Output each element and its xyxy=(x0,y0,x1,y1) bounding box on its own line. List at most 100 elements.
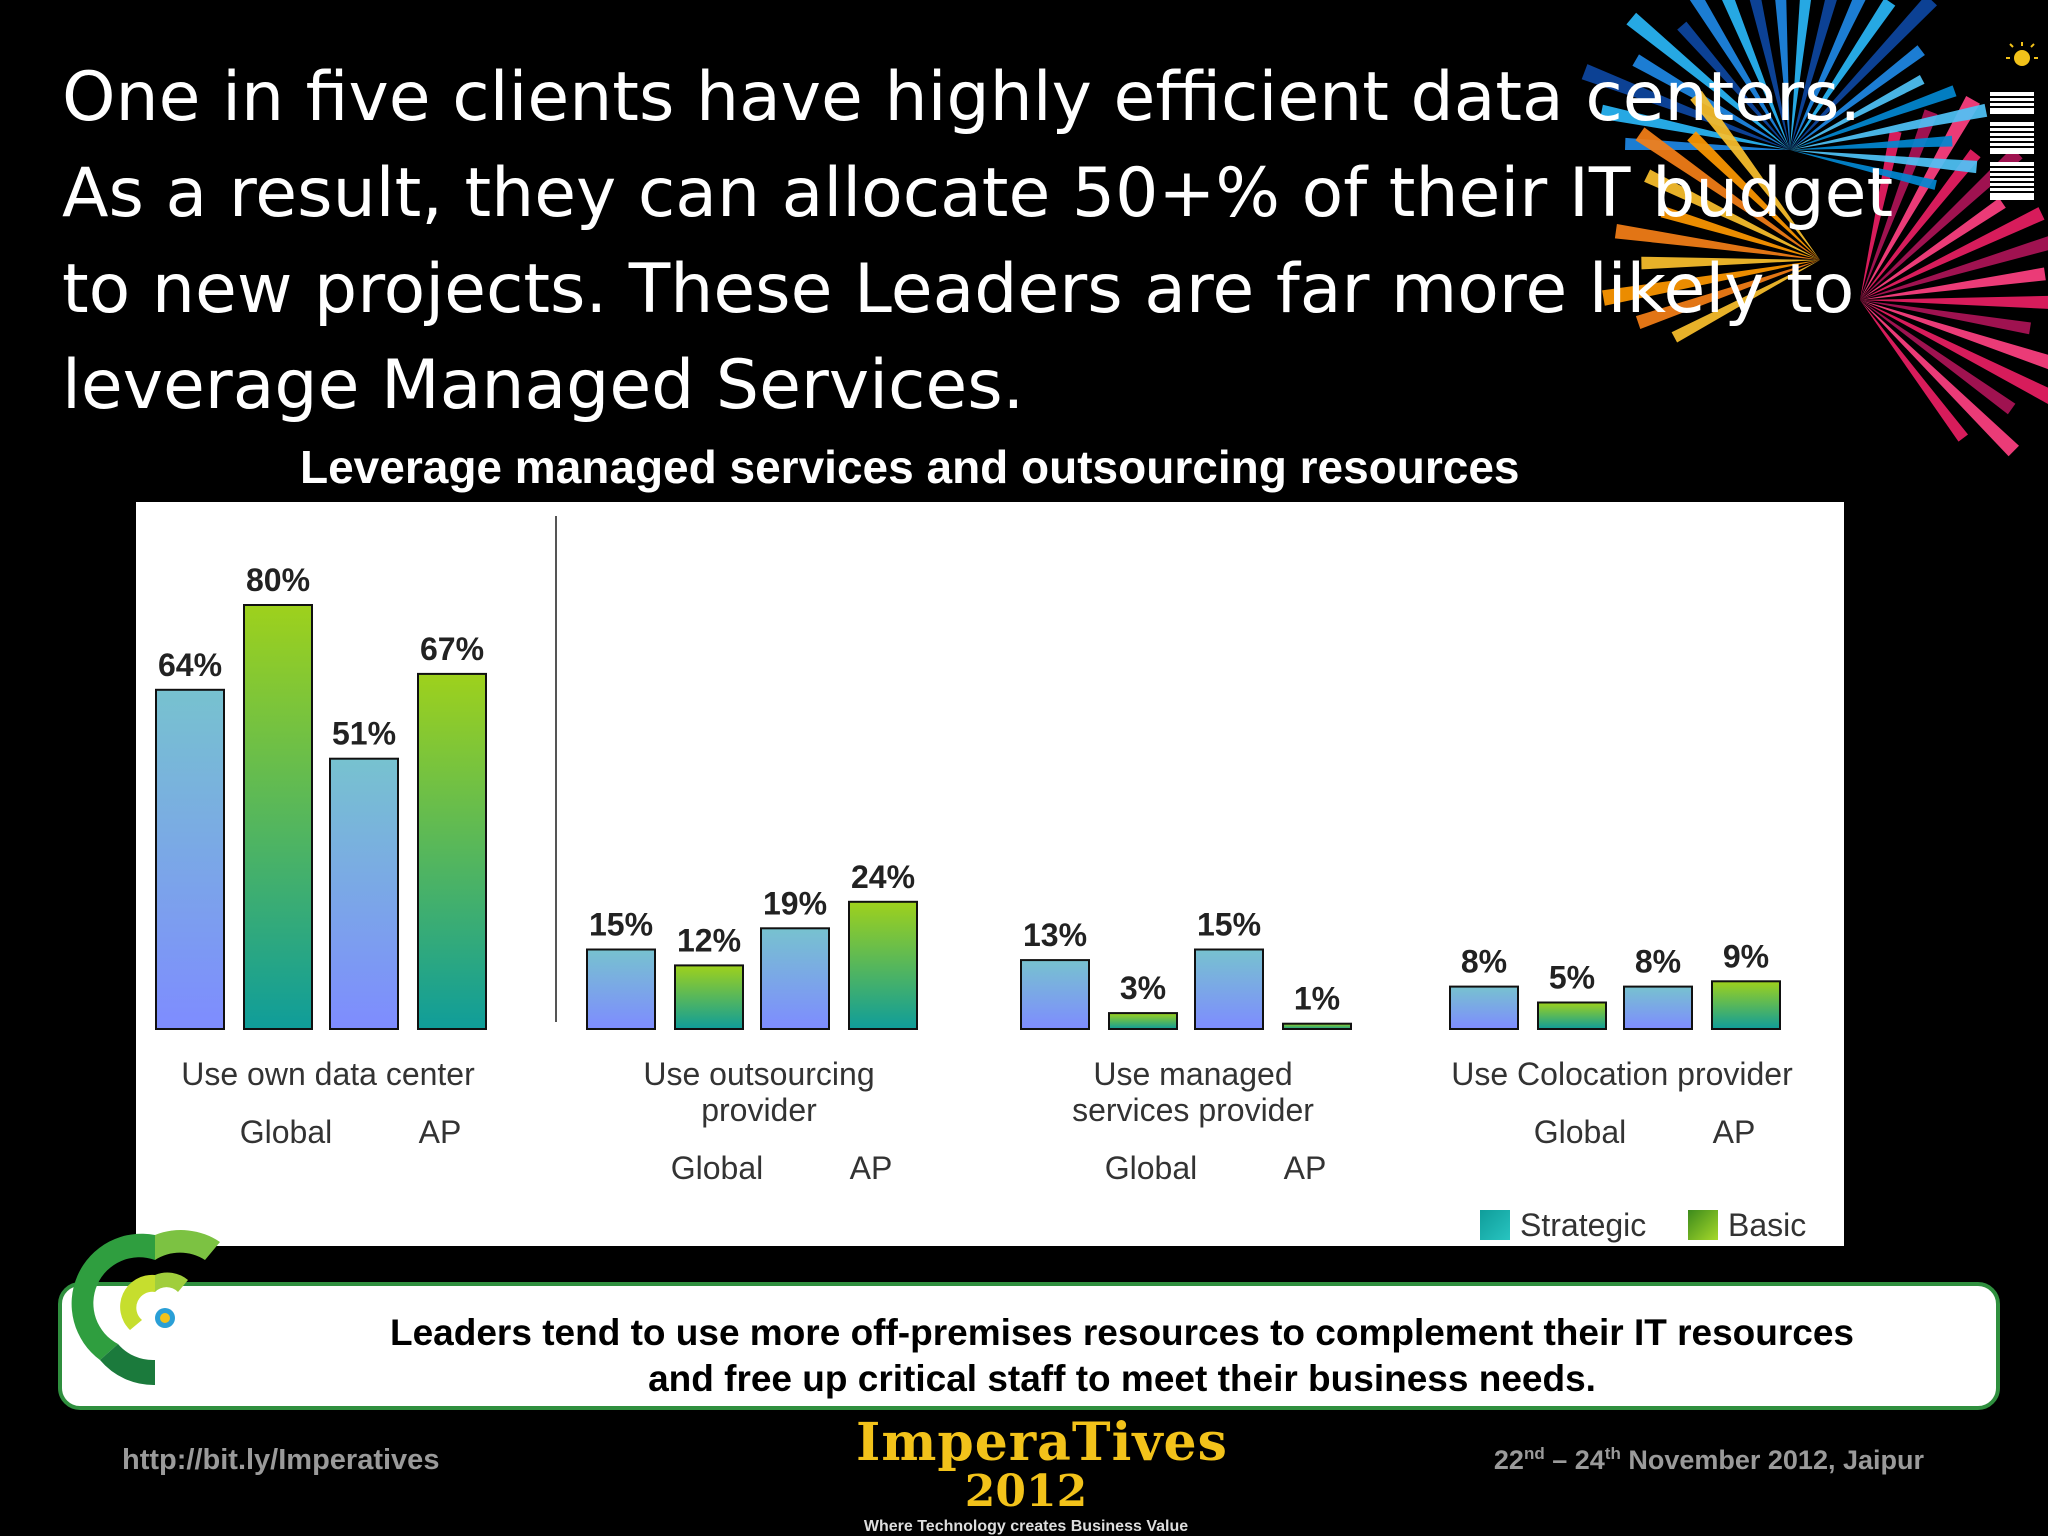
starburst-ray-39 xyxy=(1860,300,2016,415)
region-label: AP xyxy=(850,1150,893,1186)
starburst-ray-29 xyxy=(1860,149,1981,300)
ibm-logo-icon xyxy=(1990,42,2038,200)
footer-date: 22nd – 24th November 2012, Jaipur xyxy=(1494,1444,1924,1476)
starburst-ray-22 xyxy=(1644,169,1820,260)
category-label: Use managed xyxy=(1093,1056,1292,1092)
starburst-ray-19 xyxy=(1641,256,1820,270)
legend-swatch-strategic xyxy=(1480,1210,1510,1240)
date-suffix-2: th xyxy=(1604,1444,1621,1463)
starburst-ray-43 xyxy=(1790,85,1957,150)
starburst-ray-38 xyxy=(1860,300,2048,404)
starburst-ray-47 xyxy=(1790,150,1937,190)
date-suffix-1: nd xyxy=(1523,1444,1545,1463)
bar-basic-global xyxy=(1108,1012,1178,1031)
starburst-ray-2 xyxy=(1581,64,1790,150)
data-label: 67% xyxy=(420,631,484,667)
starburst-ray-7 xyxy=(1722,0,1790,150)
starburst-ray-4 xyxy=(1626,12,1790,151)
data-label: 15% xyxy=(1197,907,1261,943)
starburst-ray-42 xyxy=(1790,75,1925,150)
bar-strategic-ap xyxy=(760,927,830,1030)
starburst-ray-1 xyxy=(1600,104,1790,150)
data-label: 64% xyxy=(158,647,222,683)
data-label: 12% xyxy=(677,922,741,958)
concentric-arcs-icon xyxy=(71,1230,220,1386)
data-label: 13% xyxy=(1023,917,1087,953)
bar-strategic-ap xyxy=(329,757,399,1030)
data-label: 19% xyxy=(763,885,827,921)
starburst-ray-25 xyxy=(1690,90,1820,261)
starburst-ray-45 xyxy=(1790,135,1953,150)
data-label: 5% xyxy=(1549,960,1595,996)
bar-basic-ap xyxy=(848,900,918,1030)
data-label: 80% xyxy=(246,562,310,598)
callout-line-2: and free up critical staff to meet their… xyxy=(648,1358,1596,1399)
date-day-1: 22 xyxy=(1493,1445,1524,1475)
starburst-ray-13 xyxy=(1790,0,1896,150)
bar-basic-ap xyxy=(1282,1022,1352,1031)
starburst-ray-15 xyxy=(1790,45,1925,150)
region-label: Global xyxy=(240,1114,333,1150)
starburst-ray-21 xyxy=(1660,206,1820,260)
data-label: 3% xyxy=(1120,970,1166,1006)
brand-year: 2012 xyxy=(964,1466,1088,1517)
slide-headline: One in five clients have highly efficien… xyxy=(62,58,1894,425)
brand-tagline: Where Technology creates Business Value xyxy=(863,1518,1189,1535)
starburst-ray-37 xyxy=(1860,300,2048,370)
region-label: AP xyxy=(1284,1150,1327,1186)
footer-link[interactable]: http://bit.ly/Imperatives xyxy=(122,1444,440,1476)
starburst-ray-24 xyxy=(1687,131,1820,260)
bar-strategic-ap xyxy=(1623,985,1693,1031)
starburst-ray-10 xyxy=(1790,0,1812,150)
date-rest: November 2012, Jaipur xyxy=(1620,1445,1924,1475)
bar-chart: 64% 80% 51% 67% Use own data center Global AP 1… xyxy=(155,516,1806,1243)
chart-legend: Strategic Basic xyxy=(1480,1207,1806,1243)
bar-basic-global xyxy=(243,604,313,1030)
region-label: Global xyxy=(1534,1114,1627,1150)
starburst-ribbons-icon xyxy=(1581,0,2048,457)
legend-label-basic: Basic xyxy=(1728,1207,1806,1243)
bar-basic-global xyxy=(1537,1001,1607,1030)
starburst-ray-5 xyxy=(1677,21,1790,150)
chart-title: Leverage managed services and outsourcin… xyxy=(300,441,1520,493)
starburst-ray-9 xyxy=(1775,0,1790,150)
starburst-ray-28 xyxy=(1860,96,1980,300)
bar-strategic-global xyxy=(155,688,225,1031)
callout-line-1: Leaders tend to use more off-premises re… xyxy=(390,1312,1854,1353)
starburst-ray-32 xyxy=(1860,207,2045,300)
bar-group-1: 64% 80% 51% 67% Use own data center Global AP xyxy=(155,562,487,1150)
starburst-ray-14 xyxy=(1790,0,1937,150)
bar-basic-global xyxy=(674,964,744,1030)
data-label: 1% xyxy=(1294,981,1340,1017)
category-label: Use own data center xyxy=(181,1056,475,1092)
legend-label-strategic: Strategic xyxy=(1520,1207,1646,1243)
chart-panel: 64% 80% 51% 67% Use own data center Global AP 1… xyxy=(136,502,1844,1246)
starburst-ray-40 xyxy=(1860,300,2019,457)
bar-strategic-global xyxy=(586,948,656,1030)
region-label: Global xyxy=(671,1150,764,1186)
callout-box: Leaders tend to use more off-premises re… xyxy=(58,1282,2000,1410)
callout-text: Leaders tend to use more off-premises re… xyxy=(262,1310,1982,1402)
data-label: 8% xyxy=(1635,944,1681,980)
data-label: 9% xyxy=(1723,938,1769,974)
bar-strategic-global xyxy=(1020,959,1090,1031)
starburst-ray-17 xyxy=(1635,260,1820,329)
event-brand: ImperaTives 2012 Where Technology create… xyxy=(856,1412,1228,1536)
bar-basic-ap xyxy=(1711,980,1781,1030)
data-label: 24% xyxy=(851,859,915,895)
data-label: 51% xyxy=(332,716,396,752)
starburst-ray-30 xyxy=(1860,147,2023,300)
starburst-ray-46 xyxy=(1790,150,1978,174)
starburst-ray-36 xyxy=(1860,300,2031,335)
starburst-ray-20 xyxy=(1614,224,1820,260)
bar-basic-ap xyxy=(417,672,487,1030)
starburst-ray-18 xyxy=(1602,260,1820,306)
brand-name: ImperaTives xyxy=(856,1412,1228,1473)
starburst-ray-3 xyxy=(1632,54,1790,150)
starburst-ray-27 xyxy=(1860,109,1938,301)
starburst-ray-16 xyxy=(1671,260,1820,343)
category-label: Use Colocation provider xyxy=(1451,1056,1793,1092)
data-label: 8% xyxy=(1461,944,1507,980)
bar-strategic-global xyxy=(1449,985,1519,1031)
